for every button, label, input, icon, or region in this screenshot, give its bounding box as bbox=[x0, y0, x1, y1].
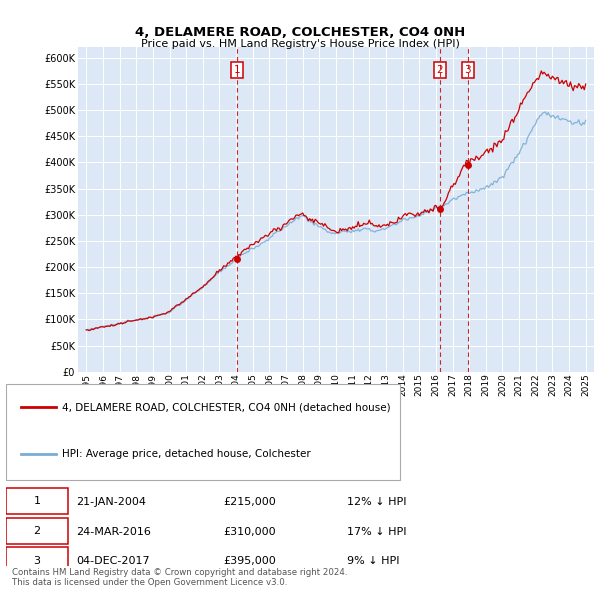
Text: 4, DELAMERE ROAD, COLCHESTER, CO4 0NH: 4, DELAMERE ROAD, COLCHESTER, CO4 0NH bbox=[135, 26, 465, 39]
Text: 3: 3 bbox=[34, 556, 40, 566]
Text: 24-MAR-2016: 24-MAR-2016 bbox=[77, 527, 151, 537]
Text: 1: 1 bbox=[34, 496, 40, 506]
FancyBboxPatch shape bbox=[6, 488, 68, 514]
FancyBboxPatch shape bbox=[6, 548, 68, 574]
Text: 4, DELAMERE ROAD, COLCHESTER, CO4 0NH (detached house): 4, DELAMERE ROAD, COLCHESTER, CO4 0NH (d… bbox=[62, 402, 391, 412]
Text: 2: 2 bbox=[34, 526, 40, 536]
Text: 21-JAN-2004: 21-JAN-2004 bbox=[77, 497, 146, 507]
Text: 1: 1 bbox=[233, 65, 240, 75]
Text: HPI: Average price, detached house, Colchester: HPI: Average price, detached house, Colc… bbox=[62, 449, 311, 459]
Text: £215,000: £215,000 bbox=[224, 497, 277, 507]
Text: Contains HM Land Registry data © Crown copyright and database right 2024.
This d: Contains HM Land Registry data © Crown c… bbox=[12, 568, 347, 587]
Text: £310,000: £310,000 bbox=[224, 527, 276, 537]
FancyBboxPatch shape bbox=[6, 384, 400, 480]
Text: 2: 2 bbox=[436, 65, 443, 75]
Text: 04-DEC-2017: 04-DEC-2017 bbox=[77, 556, 150, 566]
Text: Price paid vs. HM Land Registry's House Price Index (HPI): Price paid vs. HM Land Registry's House … bbox=[140, 40, 460, 49]
FancyBboxPatch shape bbox=[6, 517, 68, 544]
Text: 12% ↓ HPI: 12% ↓ HPI bbox=[347, 497, 407, 507]
Text: 9% ↓ HPI: 9% ↓ HPI bbox=[347, 556, 400, 566]
Text: 17% ↓ HPI: 17% ↓ HPI bbox=[347, 527, 407, 537]
Text: 3: 3 bbox=[464, 65, 471, 75]
Text: £395,000: £395,000 bbox=[224, 556, 277, 566]
